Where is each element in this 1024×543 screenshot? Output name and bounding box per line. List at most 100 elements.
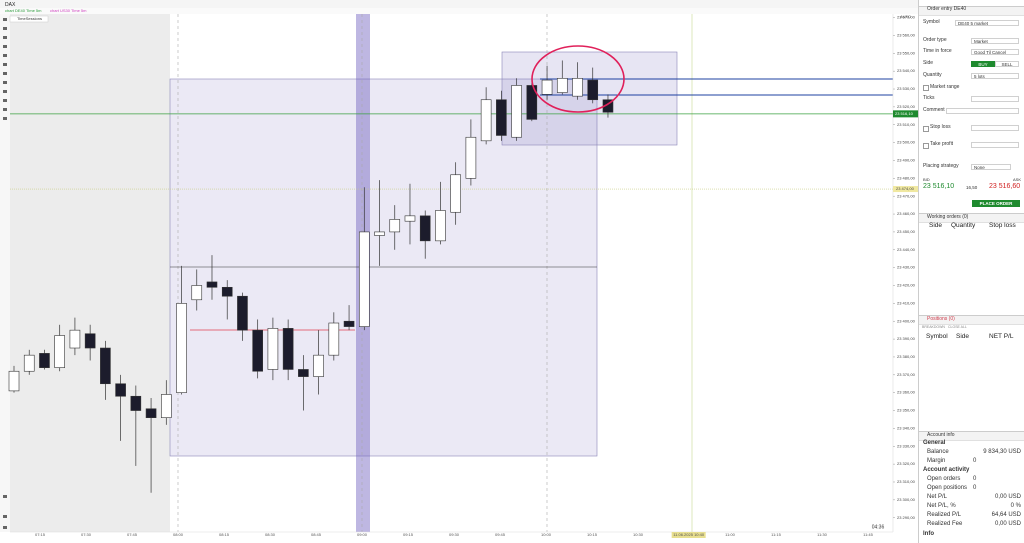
stop-loss-input[interactable] — [971, 125, 1019, 131]
candle-body — [23, 354, 35, 372]
column-header[interactable]: Quantity — [951, 222, 976, 229]
y-tick-label: 23 320,00 — [897, 461, 916, 466]
candle-body — [298, 369, 309, 377]
x-tick-label: 08:30 — [265, 532, 276, 537]
buy-button[interactable]: BUY — [971, 61, 995, 67]
candle-body — [267, 328, 279, 370]
info-value: 9 834,30 USD — [983, 449, 1021, 455]
checkbox[interactable] — [923, 126, 929, 132]
comment-input[interactable] — [946, 108, 1019, 114]
order-type-select[interactable]: Market — [971, 38, 1019, 44]
tool-icon[interactable] — [3, 81, 7, 84]
x-tick-label: 07:45 — [127, 532, 138, 537]
candle-body — [191, 285, 203, 301]
column-header[interactable]: NET P/L — [989, 333, 1014, 340]
tool-icon[interactable] — [3, 63, 7, 66]
tool-icon[interactable] — [3, 45, 7, 48]
ask-label: ASK — [1013, 177, 1022, 182]
sell-button[interactable]: SELL — [995, 61, 1019, 67]
window-title: DAX — [5, 2, 16, 8]
quantity-input[interactable]: 5 lots — [971, 73, 1019, 79]
tool-icon[interactable] — [3, 108, 7, 111]
y-tick-label: 23 410,00 — [897, 300, 916, 305]
field-label: Symbol — [923, 19, 940, 25]
checkbox[interactable] — [923, 143, 929, 149]
candle-body — [145, 408, 157, 418]
legend-label: TimeSessions — [17, 16, 42, 21]
x-tick-label: 11:45 — [863, 532, 873, 537]
candle-body — [206, 281, 218, 288]
bid-price[interactable]: 23 516,10 — [923, 183, 955, 190]
range-box[interactable] — [169, 78, 598, 457]
tab[interactable]: CLOSE ALL — [948, 325, 967, 329]
scale-mode[interactable]: AUTO — [900, 14, 911, 19]
last-price-tag — [893, 110, 918, 118]
tool-icon[interactable] — [3, 54, 7, 57]
candle-body — [419, 215, 431, 242]
checkbox[interactable] — [923, 85, 929, 91]
candle-body — [358, 231, 370, 327]
column-header[interactable]: Symbol — [926, 333, 948, 340]
column-header[interactable]: Side — [956, 333, 970, 340]
candle-body — [450, 174, 461, 213]
x-tick-label: 11:15 — [771, 532, 781, 537]
panel-title: Positions (0) — [927, 316, 955, 322]
tool-icon[interactable] — [3, 495, 7, 498]
tool-icon[interactable] — [3, 526, 7, 529]
candle-body — [161, 394, 172, 418]
y-tick-label: 23 520,00 — [897, 104, 916, 109]
tab[interactable]: BREAKDOWN — [922, 325, 945, 329]
info-value: 0 — [973, 485, 977, 491]
tool-icon[interactable] — [3, 72, 7, 75]
x-tick-label: 10:15 — [587, 532, 598, 537]
take-profit-input[interactable] — [971, 142, 1019, 148]
ticks-input[interactable] — [971, 96, 1019, 102]
panel-header — [919, 315, 1024, 325]
candle-body — [556, 78, 568, 93]
candle-body — [84, 333, 96, 349]
candle-body — [39, 353, 50, 368]
tool-icon[interactable] — [3, 27, 7, 30]
tool-icon[interactable] — [3, 18, 7, 21]
level-label: 23 474,00 — [896, 186, 915, 191]
y-tick-label: 23 530,00 — [897, 86, 916, 91]
y-tick-label: 23 570,00 — [897, 15, 916, 20]
tool-icon[interactable] — [3, 117, 7, 120]
strategy-select[interactable]: None — [971, 164, 1011, 170]
column-header[interactable]: Stop loss — [989, 222, 1016, 229]
account-info-panel: Account info General Balance 9 834,30 USD… — [918, 430, 1024, 543]
column-header[interactable]: Side — [929, 222, 943, 229]
candle-body — [389, 219, 401, 233]
candle-body — [54, 335, 65, 368]
tif-select[interactable]: Good Til Cancel — [971, 49, 1019, 55]
field-label: Time in force — [923, 48, 952, 54]
x-tick-label: 11:30 — [817, 532, 827, 537]
info-label: Net P/L — [927, 494, 948, 500]
info-value: 64,64 USD — [991, 512, 1021, 518]
candle-body — [541, 79, 553, 95]
x-tick-label: 09:00 — [357, 532, 368, 537]
x-tick-label: 08:15 — [219, 532, 230, 537]
tool-icon[interactable] — [3, 90, 7, 93]
chart-tab[interactable]: chart DE40 Time 5m — [5, 8, 42, 13]
place-order-button[interactable]: PLACE ORDER — [972, 200, 1020, 207]
field-label: Ticks — [923, 95, 935, 101]
y-tick-label: 23 450,00 — [897, 229, 916, 234]
tool-icon[interactable] — [3, 515, 7, 518]
panel-header — [919, 213, 1024, 223]
tool-icon[interactable] — [3, 36, 7, 39]
candle-body — [465, 136, 477, 179]
spread: 16,50 — [966, 185, 978, 190]
symbol-select[interactable]: DE40 5 market — [955, 20, 1019, 26]
bid-label: BID — [923, 177, 930, 182]
x-tick-label: 08:45 — [311, 532, 322, 537]
tab-bar — [0, 8, 918, 14]
ask-price[interactable]: 23 516,60 — [989, 183, 1021, 190]
candle-body — [130, 395, 142, 411]
field-label: Stop loss — [930, 124, 951, 130]
y-tick-label: 23 340,00 — [897, 425, 916, 430]
group-title[interactable]: General — [923, 440, 946, 446]
chart-tab[interactable]: chart US30 Time 5m — [50, 8, 87, 13]
tool-icon[interactable] — [3, 99, 7, 102]
